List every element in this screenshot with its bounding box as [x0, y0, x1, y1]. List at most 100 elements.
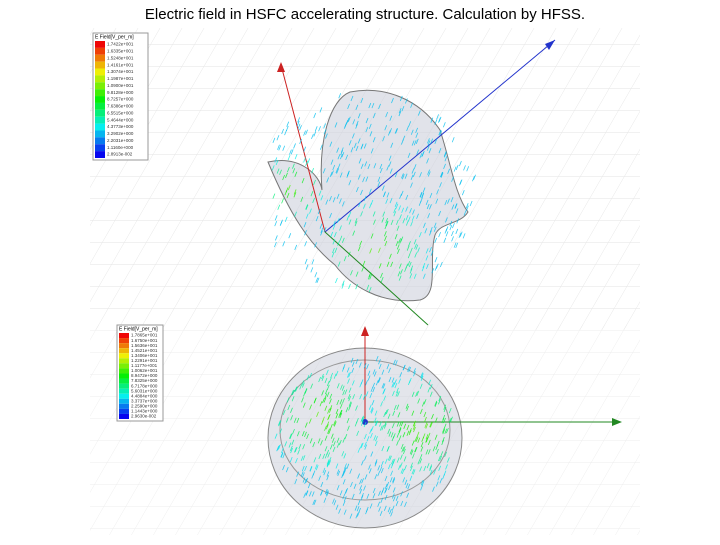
- field-arrow: [433, 222, 437, 228]
- field-arrow: [453, 166, 457, 172]
- field-arrow: [413, 239, 417, 245]
- legend-swatch: [95, 109, 105, 117]
- field-arrow: [380, 272, 383, 279]
- legend-swatch: [119, 348, 129, 354]
- field-arrow: [395, 128, 399, 134]
- field-arrow: [350, 270, 353, 276]
- field-arrow: [379, 163, 383, 170]
- field-arrow: [372, 211, 376, 217]
- field-arrow: [322, 397, 325, 404]
- field-arrow: [277, 445, 280, 451]
- field-arrow: [338, 439, 342, 446]
- field-arrow: [310, 383, 313, 389]
- field-arrow: [303, 492, 307, 498]
- field-arrow: [409, 208, 412, 214]
- field-arrow: [440, 171, 444, 178]
- field-arrow: [296, 120, 300, 127]
- field-arrow: [367, 375, 371, 381]
- field-arrow: [394, 234, 398, 240]
- field-arrow: [288, 233, 292, 239]
- field-arrow: [294, 171, 298, 177]
- field-arrow: [393, 207, 397, 214]
- field-arrow: [405, 403, 409, 409]
- field-arrow: [325, 199, 329, 205]
- field-arrow: [375, 420, 379, 426]
- field-arrow: [357, 113, 361, 119]
- field-arrow: [305, 129, 308, 135]
- field-arrow: [417, 398, 421, 404]
- field-arrow: [305, 204, 309, 210]
- field-arrow: [350, 357, 354, 364]
- field-arrow: [339, 409, 343, 416]
- field-arrow: [449, 220, 453, 227]
- field-arrow: [433, 226, 437, 232]
- legend-label: 1.3074e+001: [107, 69, 134, 74]
- field-arrow: [334, 247, 338, 253]
- field-arrow: [364, 441, 367, 447]
- legend-label: 3.3737e+000: [131, 398, 158, 403]
- field-arrow: [326, 384, 330, 390]
- field-arrow: [319, 401, 323, 407]
- field-arrow: [423, 465, 427, 472]
- field-arrow: [423, 411, 427, 418]
- field-arrow: [297, 123, 301, 129]
- field-arrow: [304, 465, 307, 472]
- field-arrow: [339, 172, 343, 178]
- field-arrow: [447, 198, 450, 204]
- field-arrow: [438, 395, 442, 402]
- legend-swatch: [95, 41, 105, 48]
- field-arrow: [375, 380, 379, 386]
- legend-swatch: [119, 403, 129, 409]
- field-arrow: [314, 242, 317, 248]
- legend-title: E Field[V_per_m]: [95, 34, 134, 40]
- field-arrow: [400, 236, 404, 242]
- field-arrow: [439, 130, 443, 136]
- legend-swatch: [95, 102, 105, 110]
- field-arrow: [392, 410, 396, 416]
- field-arrow: [275, 159, 279, 166]
- legend-label: 2.2590e+000: [131, 404, 158, 409]
- field-arrow: [326, 462, 330, 468]
- field-arrow: [454, 203, 458, 209]
- field-arrow: [411, 440, 415, 446]
- field-arrow: [368, 468, 372, 474]
- field-arrow: [438, 465, 442, 471]
- field-arrow: [296, 417, 300, 424]
- field-arrow: [321, 373, 324, 380]
- field-arrow: [400, 468, 404, 474]
- field-arrow: [317, 438, 321, 444]
- field-arrow: [421, 480, 425, 487]
- field-arrow: [389, 115, 393, 121]
- field-arrow: [363, 421, 367, 428]
- field-arrow: [399, 95, 403, 102]
- field-arrow: [408, 261, 412, 268]
- field-arrow: [336, 437, 340, 443]
- legend-label: 1.2291e+001: [131, 358, 158, 363]
- field-arrow: [437, 117, 441, 123]
- field-arrow: [380, 460, 384, 467]
- field-arrow: [404, 501, 407, 508]
- field-arrow: [390, 463, 394, 469]
- field-arrow: [399, 421, 402, 427]
- field-arrow: [326, 491, 329, 497]
- field-arrow: [430, 138, 434, 144]
- field-arrow: [284, 216, 288, 223]
- field-arrow: [402, 365, 406, 371]
- field-arrow: [301, 465, 305, 472]
- field-arrow: [401, 139, 404, 145]
- field-arrow: [310, 267, 314, 273]
- field-arrow: [455, 228, 459, 235]
- field-arrow: [406, 492, 410, 498]
- field-arrow: [332, 224, 336, 230]
- field-arrow: [280, 452, 284, 458]
- field-arrow: [408, 429, 412, 436]
- field-arrow: [347, 425, 350, 431]
- field-arrow: [329, 398, 332, 404]
- field-arrow: [361, 416, 365, 422]
- field-arrow: [377, 176, 381, 183]
- field-arrow: [381, 369, 385, 375]
- field-arrow: [398, 378, 401, 384]
- field-arrow: [419, 454, 423, 460]
- field-arrow: [299, 125, 302, 131]
- field-arrow: [359, 240, 363, 247]
